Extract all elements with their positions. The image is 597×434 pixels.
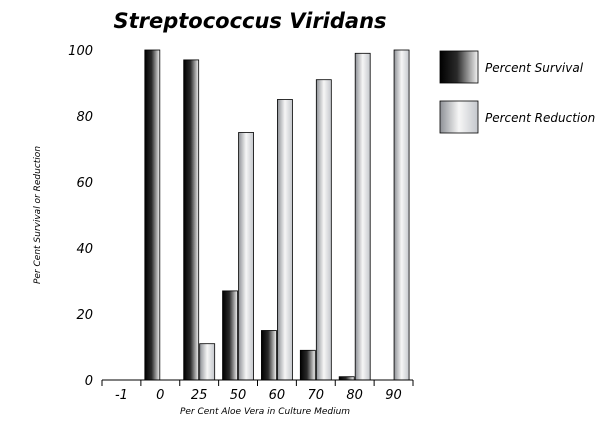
x-tick-label: 70	[308, 388, 325, 403]
y-tick-label: 100	[68, 44, 93, 59]
x-tick-label: 80	[346, 388, 363, 403]
x-tick-label: 60	[269, 388, 286, 403]
y-tick-label: 40	[76, 242, 93, 257]
bar-percent-reduction	[393, 49, 410, 381]
bar-percent-survival	[299, 349, 316, 381]
bar-percent-reduction	[277, 99, 293, 381]
legend-label-survival: Percent Survival	[485, 61, 584, 75]
legend-label-reduction: Percent Reduction	[485, 111, 595, 125]
bar-percent-survival	[144, 49, 161, 381]
legend: Percent Survival Percent Reduction	[439, 50, 595, 134]
bar-percent-reduction	[315, 79, 332, 381]
y-tick-label: 60	[76, 176, 93, 191]
y-tick-label: 80	[76, 110, 93, 125]
bar-percent-survival	[222, 290, 238, 381]
bar-percent-reduction	[354, 52, 371, 381]
chart-title: Streptococcus Viridans	[113, 9, 386, 33]
bars	[144, 49, 410, 381]
x-tick-label: -1	[115, 388, 128, 403]
y-axis-label: Per Cent Survival or Reduction	[33, 146, 43, 284]
y-tick-label: 20	[76, 308, 93, 323]
x-tick-label: 90	[385, 388, 402, 403]
legend-swatch-reduction	[439, 100, 479, 134]
bar-percent-reduction	[238, 132, 254, 381]
legend-swatch-survival	[439, 50, 479, 84]
bar-percent-reduction	[199, 343, 216, 381]
x-axis-ticks: -1 0 25 50 60 70 80 90	[101, 380, 414, 403]
x-tick-label: 50	[230, 388, 247, 403]
y-tick-label: 0	[85, 374, 93, 389]
x-tick-label: 0	[156, 388, 164, 403]
bar-percent-survival	[183, 59, 200, 381]
x-axis-label: Per Cent Aloe Vera in Culture Medium	[180, 407, 350, 417]
x-tick-label: 25	[191, 388, 208, 403]
bar-percent-survival	[261, 330, 277, 381]
y-axis-ticks: 0 20 40 60 80 100	[68, 44, 93, 389]
